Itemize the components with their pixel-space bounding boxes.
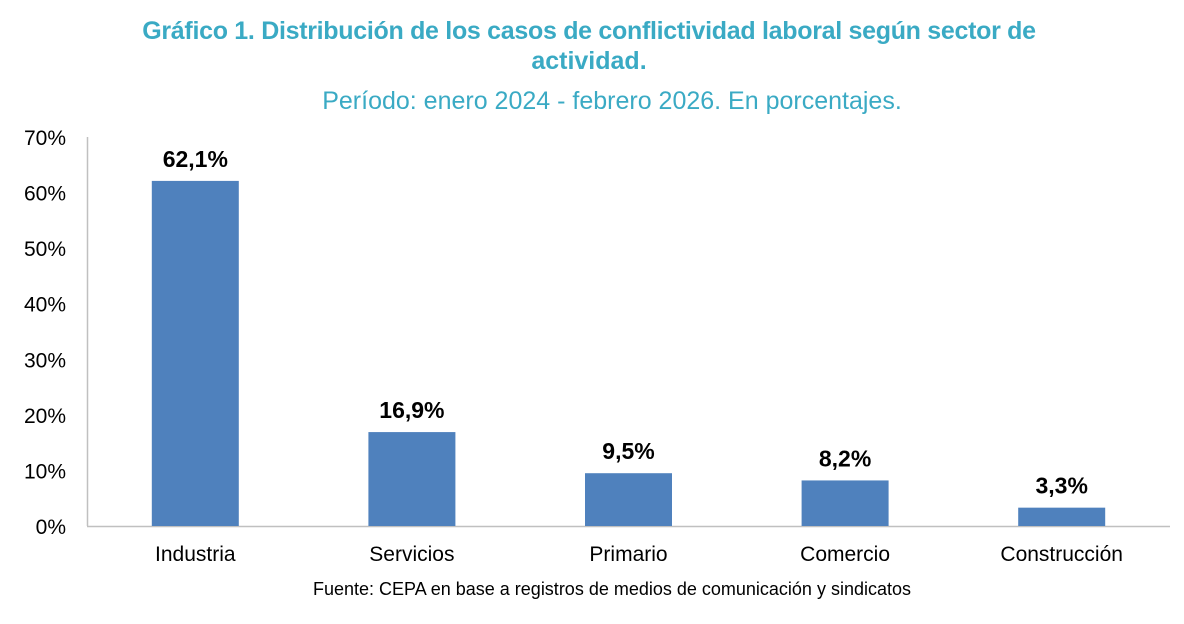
x-category-label: Comercio [800, 543, 890, 566]
source-note: Fuente: CEPA en base a registros de medi… [313, 579, 911, 599]
data-label: 16,9% [379, 397, 444, 423]
data-label: 3,3% [1035, 473, 1087, 499]
data-label: 8,2% [819, 445, 871, 471]
y-tick-label: 40% [24, 294, 66, 317]
y-axis-ticks: 0% 10% 20% 30% 40% 50% 60% 70% [24, 127, 66, 539]
bar-comercio [801, 480, 889, 526]
y-tick-label: 10% [24, 460, 66, 483]
chart-title: Gráfico 1. Distribución de los casos de … [142, 17, 1036, 45]
bar-construcción [1018, 507, 1106, 526]
bar-primario [585, 473, 672, 526]
category-labels: Industria Servicios Primario Comercio Constr… [155, 543, 1123, 566]
y-tick-label: 20% [24, 405, 66, 428]
chart-title-continued: actividad. [531, 47, 647, 75]
bar-servicios [368, 432, 456, 526]
bars [151, 180, 1106, 526]
x-category-label: Primario [589, 543, 667, 566]
data-labels: 62,1% 16,9% 9,5% 8,2% 3,3% [163, 146, 1088, 499]
y-tick-label: 30% [24, 349, 66, 372]
y-tick-label: 70% [24, 127, 66, 150]
data-label: 62,1% [163, 146, 228, 172]
y-tick-label: 0% [36, 516, 66, 539]
bar-industria [151, 180, 239, 526]
y-tick-label: 50% [24, 238, 66, 261]
x-category-label: Construcción [1000, 543, 1123, 566]
chart-subtitle: Período: enero 2024 - febrero 2026. En p… [322, 87, 902, 115]
data-label: 9,5% [602, 438, 654, 464]
y-tick-label: 60% [24, 183, 66, 206]
x-category-label: Industria [155, 543, 236, 566]
x-category-label: Servicios [369, 543, 454, 566]
